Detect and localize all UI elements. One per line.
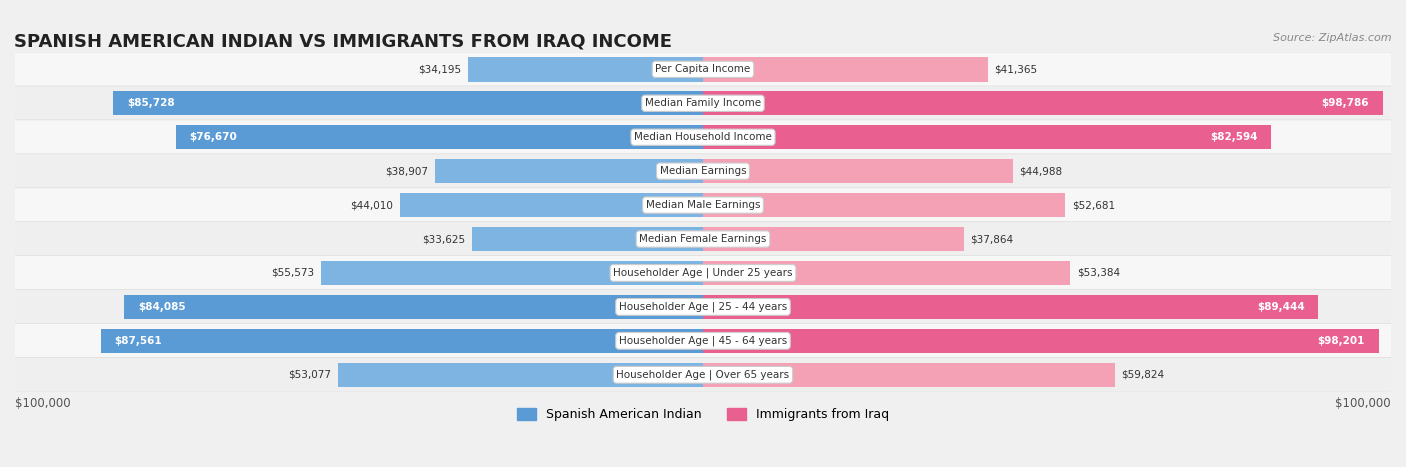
Text: $37,864: $37,864 [970, 234, 1014, 244]
Bar [125, 295, 703, 319]
Bar [703, 362, 1115, 387]
Bar [176, 125, 703, 149]
Text: $44,988: $44,988 [1019, 166, 1063, 176]
FancyBboxPatch shape [0, 290, 1406, 324]
Text: Per Capita Income: Per Capita Income [655, 64, 751, 74]
Bar [101, 329, 703, 353]
FancyBboxPatch shape [0, 188, 1406, 222]
Bar [468, 57, 703, 82]
FancyBboxPatch shape [0, 324, 1406, 358]
FancyBboxPatch shape [0, 255, 1406, 290]
FancyBboxPatch shape [0, 86, 1406, 120]
Bar [703, 159, 1012, 184]
Text: $98,201: $98,201 [1317, 336, 1365, 346]
Text: SPANISH AMERICAN INDIAN VS IMMIGRANTS FROM IRAQ INCOME: SPANISH AMERICAN INDIAN VS IMMIGRANTS FR… [14, 33, 672, 51]
Text: Householder Age | Over 65 years: Householder Age | Over 65 years [616, 369, 790, 380]
Text: Householder Age | 45 - 64 years: Householder Age | 45 - 64 years [619, 336, 787, 346]
Text: $53,384: $53,384 [1077, 268, 1121, 278]
FancyBboxPatch shape [0, 120, 1406, 155]
Text: $52,681: $52,681 [1073, 200, 1115, 210]
Bar [703, 329, 1379, 353]
Text: $84,085: $84,085 [138, 302, 186, 312]
Text: $76,670: $76,670 [190, 132, 238, 142]
Bar [321, 261, 703, 285]
Bar [401, 193, 703, 217]
Text: $55,573: $55,573 [270, 268, 314, 278]
Text: Median Earnings: Median Earnings [659, 166, 747, 176]
Bar [114, 91, 703, 115]
FancyBboxPatch shape [0, 357, 1406, 392]
Text: $87,561: $87,561 [114, 336, 162, 346]
Text: $85,728: $85,728 [127, 98, 174, 108]
Text: $33,625: $33,625 [422, 234, 465, 244]
Bar [436, 159, 703, 184]
Text: $82,594: $82,594 [1211, 132, 1257, 142]
Text: Median Female Earnings: Median Female Earnings [640, 234, 766, 244]
Text: Median Family Income: Median Family Income [645, 98, 761, 108]
Legend: Spanish American Indian, Immigrants from Iraq: Spanish American Indian, Immigrants from… [512, 403, 894, 426]
Text: $59,824: $59,824 [1122, 370, 1164, 380]
FancyBboxPatch shape [0, 52, 1406, 87]
Text: $89,444: $89,444 [1257, 302, 1305, 312]
FancyBboxPatch shape [0, 222, 1406, 256]
Text: $34,195: $34,195 [418, 64, 461, 74]
Bar [703, 193, 1066, 217]
Text: $44,010: $44,010 [350, 200, 394, 210]
Text: $100,000: $100,000 [1336, 397, 1391, 410]
Bar [703, 295, 1319, 319]
Text: $41,365: $41,365 [994, 64, 1038, 74]
Bar [703, 227, 963, 251]
Bar [471, 227, 703, 251]
Text: Source: ZipAtlas.com: Source: ZipAtlas.com [1274, 33, 1392, 42]
Bar [703, 57, 987, 82]
Text: $98,786: $98,786 [1322, 98, 1369, 108]
Text: $100,000: $100,000 [15, 397, 70, 410]
Text: Median Male Earnings: Median Male Earnings [645, 200, 761, 210]
Bar [337, 362, 703, 387]
Text: Median Household Income: Median Household Income [634, 132, 772, 142]
Bar [703, 91, 1382, 115]
Bar [703, 261, 1070, 285]
Text: Householder Age | Under 25 years: Householder Age | Under 25 years [613, 268, 793, 278]
Text: Householder Age | 25 - 44 years: Householder Age | 25 - 44 years [619, 302, 787, 312]
FancyBboxPatch shape [0, 154, 1406, 189]
Bar [703, 125, 1271, 149]
Text: $38,907: $38,907 [385, 166, 429, 176]
Text: $53,077: $53,077 [288, 370, 330, 380]
